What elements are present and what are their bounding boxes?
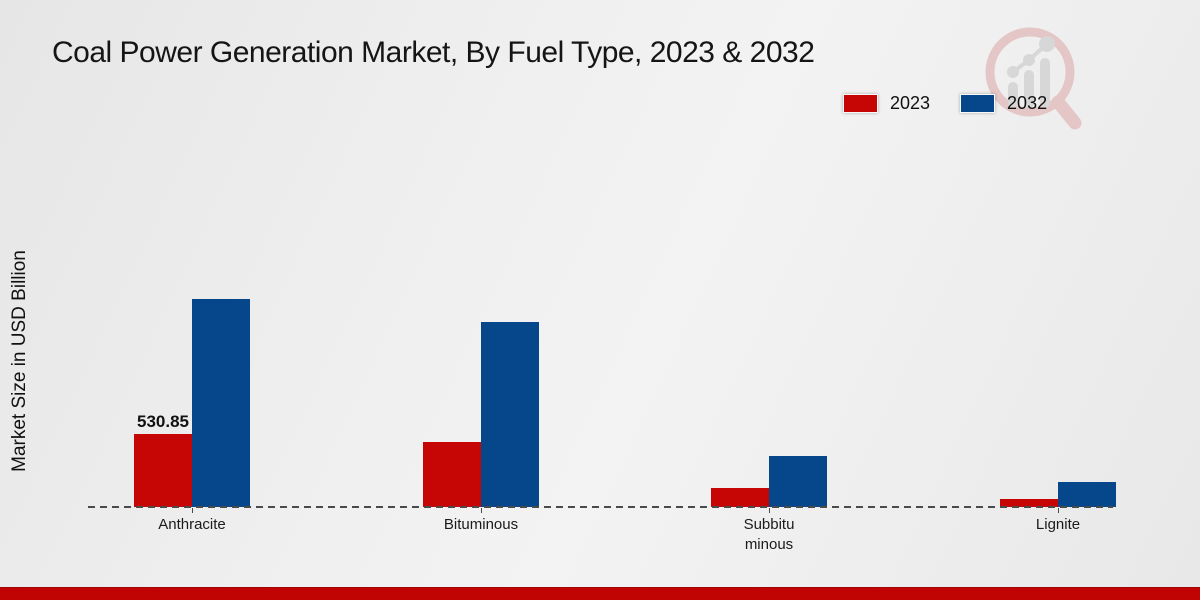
bar-2023-anthracite	[134, 434, 192, 507]
bar-2032-lignite	[1058, 482, 1116, 507]
bar-2032-bituminous	[481, 322, 539, 507]
bar-2023-lignite	[1000, 499, 1058, 507]
y-axis-label: Market Size in USD Billion	[9, 250, 30, 472]
axis-tick	[769, 508, 770, 513]
footer-bar	[0, 587, 1200, 600]
legend: 2023 2032	[843, 93, 1047, 114]
axis-tick	[1058, 508, 1059, 513]
chart-title: Coal Power Generation Market, By Fuel Ty…	[52, 36, 815, 69]
magnifier-growth-chart-icon	[985, 27, 1082, 130]
legend-swatch-2023	[843, 94, 878, 113]
category-label-subbituminous: Subbitu minous	[743, 516, 795, 553]
category-label-anthracite: Anthracite	[158, 516, 226, 533]
bar-2032-subbituminous	[769, 456, 827, 507]
x-axis-baseline	[88, 506, 1113, 508]
legend-label-2023: 2023	[890, 93, 931, 113]
legend-item-2023: 2023	[843, 93, 930, 114]
bar-2023-bituminous	[423, 442, 481, 507]
legend-swatch-2032	[960, 94, 996, 113]
axis-tick	[192, 508, 193, 513]
category-label-lignite: Lignite	[1035, 516, 1081, 533]
legend-label-2032: 2032	[1007, 93, 1048, 113]
legend-item-2032: 2032	[960, 93, 1047, 114]
category-label-bituminous: Bituminous	[443, 516, 519, 533]
bar-2023-subbituminous	[711, 488, 769, 507]
bar-2032-anthracite	[192, 299, 250, 507]
bar-value-label: 530.85	[137, 412, 189, 431]
axis-tick	[481, 508, 482, 513]
